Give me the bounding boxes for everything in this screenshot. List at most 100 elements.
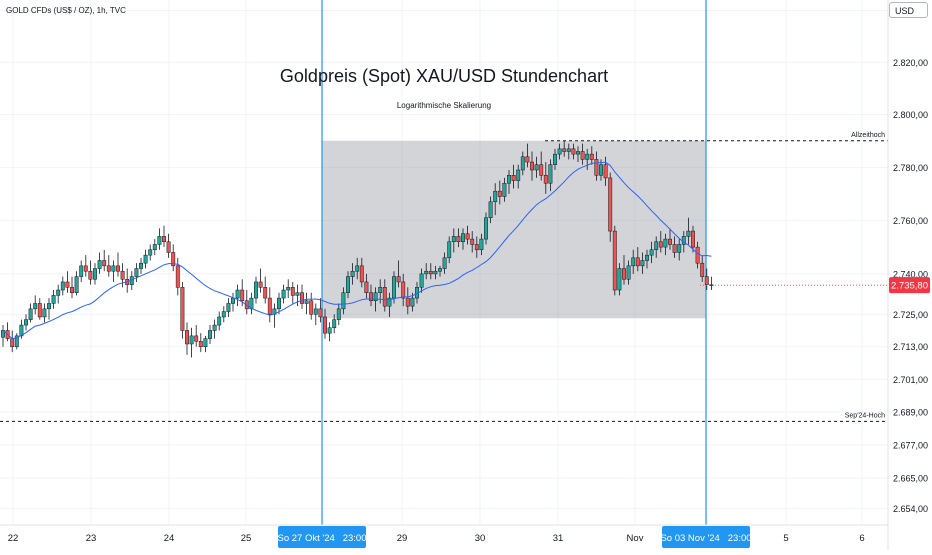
candle-body: [139, 262, 143, 269]
candle-body: [373, 292, 378, 302]
candle-body: [465, 233, 470, 240]
candle-body: [134, 268, 139, 277]
candle-body: [534, 164, 539, 171]
candle-body: [677, 244, 682, 253]
candle-body: [185, 330, 189, 345]
time-highlight-label: So 03 Nov '24 23:00: [660, 533, 751, 544]
candle-body: [668, 238, 672, 245]
candle-body: [231, 297, 235, 304]
price-tick-label: 2.654,00: [893, 504, 928, 514]
candle-body: [79, 265, 84, 277]
candle-body: [516, 169, 521, 181]
candle-body: [645, 254, 649, 261]
candle-body: [428, 270, 433, 275]
candle-body: [267, 297, 272, 315]
candle-body: [695, 246, 700, 264]
candle-body: [640, 260, 645, 267]
candle-body: [470, 238, 475, 245]
price-tick-label: 2.713,00: [893, 342, 928, 352]
candle-body: [571, 148, 576, 155]
candle-body: [691, 230, 695, 248]
candle-body: [359, 265, 364, 283]
moving-average-line: [2, 161, 712, 340]
candle-body: [143, 254, 148, 264]
candle-body: [530, 161, 534, 171]
candle-body: [217, 316, 222, 326]
candle-body: [557, 148, 562, 155]
candle-body: [313, 308, 318, 315]
level-name-label: Sep'24-Hoch: [845, 412, 885, 419]
candle-body: [194, 335, 199, 342]
candle-body: [152, 244, 157, 251]
candle-body: [635, 257, 640, 267]
candle-body: [97, 260, 102, 269]
candle-body: [456, 236, 461, 243]
time-highlight-tag: [278, 526, 366, 548]
candle-body: [539, 164, 544, 176]
time-tick-label: 29: [397, 533, 408, 544]
time-tick-label: 22: [8, 533, 19, 544]
candle-body: [203, 338, 208, 347]
candle-body: [212, 324, 217, 331]
candle-body: [102, 260, 107, 267]
candle-body: [60, 281, 65, 291]
candle-body: [589, 153, 594, 160]
candle-body: [281, 289, 286, 299]
candle-body: [295, 292, 300, 296]
candle-body: [392, 276, 396, 299]
candle-body: [502, 182, 507, 197]
candle-body: [511, 175, 516, 181]
price-tick-label: 2.665,00: [893, 473, 928, 483]
candle-body: [622, 268, 626, 280]
candle-body: [382, 287, 387, 307]
candle-body: [599, 164, 603, 176]
candle-body: [350, 270, 355, 277]
candle-body: [290, 287, 295, 296]
candle-body: [401, 281, 406, 299]
candle-body: [33, 303, 38, 310]
candle-body: [300, 292, 304, 304]
candle-body: [612, 230, 617, 291]
symbol-label: GOLD CFDs (US$ / OZ), 1h, TVC: [6, 6, 126, 15]
candle-body: [585, 153, 590, 160]
time-highlight-label: So 27 Okt '24 23:00: [278, 533, 367, 544]
candle-body: [474, 244, 479, 251]
price-tick-label: 2.701,00: [893, 375, 928, 385]
candle-body: [198, 341, 203, 347]
candle-body: [543, 175, 548, 184]
currency-selector[interactable]: USD: [889, 2, 928, 18]
candle-body: [180, 287, 185, 331]
candle-body: [433, 270, 438, 275]
price-axis: [888, 0, 932, 550]
time-tick-label: 5: [783, 533, 788, 544]
candle-body: [318, 308, 323, 318]
candle-body: [346, 276, 350, 293]
last-price-label: 2.735,80: [891, 281, 928, 292]
time-tick-label: 30: [475, 533, 486, 544]
candle-body: [28, 308, 33, 320]
candle-body: [451, 236, 456, 243]
candle-body: [263, 287, 268, 299]
candle-body: [341, 292, 346, 310]
price-tick-label: 2.800,00: [893, 110, 928, 120]
candle-body: [120, 270, 125, 280]
candle-body: [14, 335, 19, 347]
candle-body: [566, 148, 571, 152]
candle-body: [658, 241, 663, 248]
candle-body: [700, 262, 705, 277]
candle-body: [438, 268, 442, 272]
price-tick-label: 2.820,00: [893, 58, 928, 68]
candle-body: [507, 175, 511, 184]
candle-body: [686, 230, 691, 237]
time-tick-label: 31: [553, 533, 564, 544]
candle-body: [175, 265, 180, 288]
level-name-label: Allzeithoch: [851, 132, 885, 139]
candle-body: [83, 265, 88, 272]
candle-body: [148, 249, 153, 256]
candle-body: [479, 238, 484, 251]
candle-body: [106, 265, 111, 272]
candle-body: [323, 316, 327, 334]
candle-body: [208, 330, 212, 339]
candle-body: [580, 151, 585, 160]
